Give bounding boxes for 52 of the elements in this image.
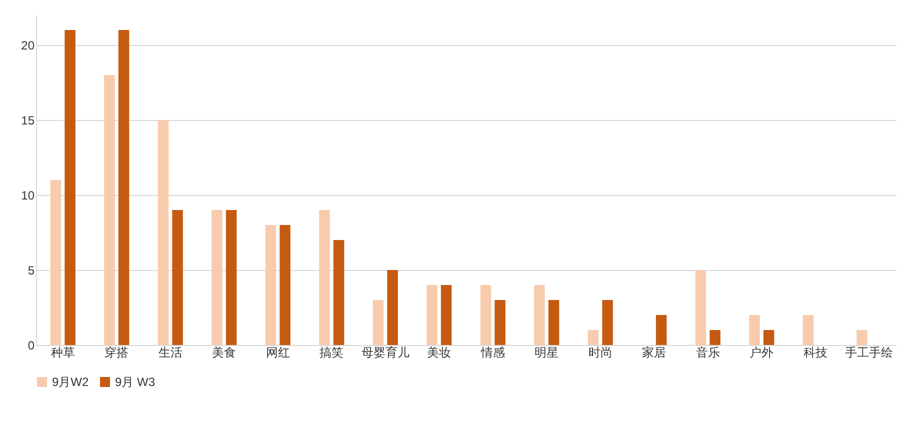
bar (280, 225, 290, 345)
bar (656, 315, 667, 345)
bar (172, 210, 183, 345)
bar (387, 270, 398, 345)
x-tick-label: 手工手绘 (845, 346, 894, 360)
x-tick-label: 明星 (534, 346, 559, 360)
bar (104, 75, 115, 345)
bar (534, 285, 545, 345)
bar (588, 330, 599, 345)
x-tick-label: 时尚 (588, 346, 612, 360)
x-tick-label: 科技 (803, 346, 828, 360)
y-tick-label: 0 (28, 338, 35, 352)
x-tick-label: 生活 (158, 346, 182, 360)
bar (856, 330, 868, 345)
x-tick-label: 网红 (266, 346, 290, 360)
x-tick-label: 种草 (50, 346, 75, 360)
x-tick-label: 美食 (212, 346, 236, 360)
x-tick-label: 家居 (642, 346, 666, 360)
x-tick-label: 户外 (750, 346, 774, 360)
x-tick-label: 音乐 (696, 346, 720, 360)
y-tick-label: 10 (21, 188, 35, 202)
bar (763, 330, 774, 345)
bar (602, 300, 613, 345)
bar (749, 315, 760, 345)
y-tick-label: 15 (21, 114, 35, 128)
bar (710, 330, 720, 345)
bar (319, 210, 330, 345)
bar (265, 225, 276, 345)
x-tick-label: 美妆 (427, 346, 452, 360)
bar (426, 285, 438, 345)
bar (802, 315, 814, 345)
bar (212, 210, 222, 345)
bar (64, 30, 76, 345)
x-tick-label: 穿搭 (104, 346, 129, 360)
y-tick-label: 5 (28, 264, 35, 278)
bar (118, 30, 130, 345)
bar (480, 285, 492, 345)
bar (548, 300, 560, 345)
x-tick-label: 搞笑 (320, 346, 344, 360)
bar (333, 240, 344, 345)
bar (226, 210, 237, 345)
legend-label: 9月 W3 (115, 375, 156, 389)
x-tick-label: 母婴育儿 (361, 346, 410, 360)
bar (50, 180, 62, 345)
bar (695, 270, 706, 345)
bar (440, 285, 452, 345)
bar (494, 300, 506, 345)
legend-label: 9月W2 (52, 375, 89, 389)
x-tick-label: 情感 (480, 346, 505, 360)
y-tick-label: 20 (21, 38, 35, 52)
bar (372, 300, 384, 345)
bar (158, 120, 169, 345)
